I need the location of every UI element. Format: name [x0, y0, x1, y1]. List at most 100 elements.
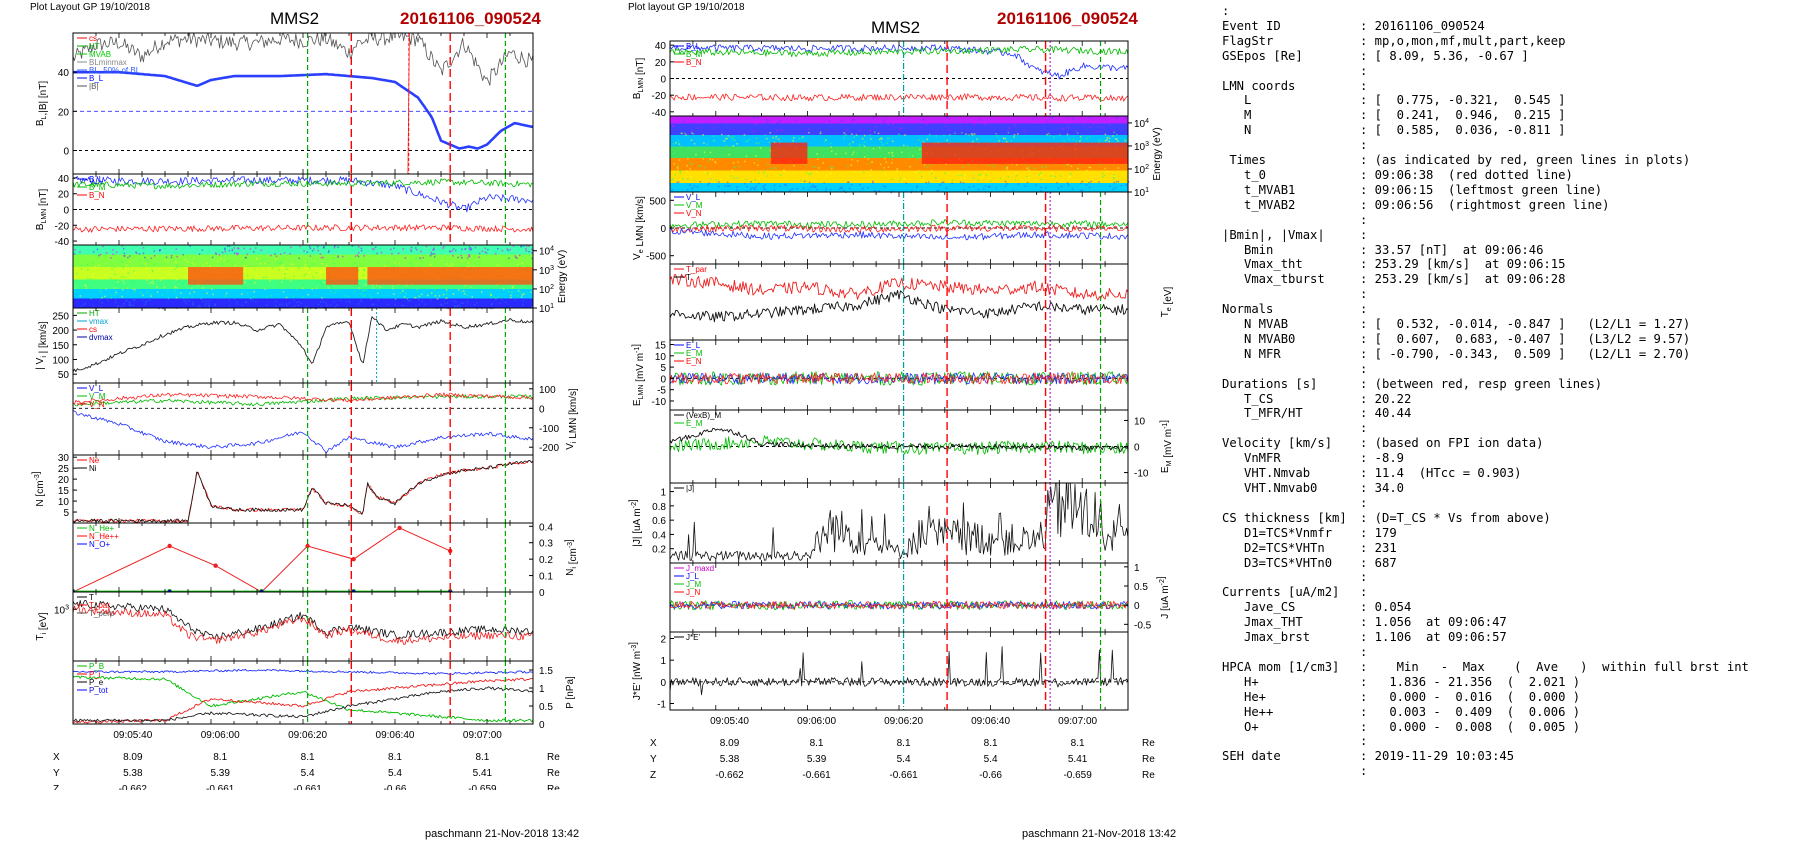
- spectrogram-pixel: [1089, 116, 1091, 119]
- spectrogram-pixel: [711, 158, 714, 161]
- spectrogram-pixel: [1125, 184, 1127, 186]
- spectrogram-pixel: [846, 128, 849, 131]
- spectrogram-pixel: [464, 285, 466, 287]
- spectrogram-pixel: [1112, 188, 1114, 191]
- spectrogram-pixel: [1014, 124, 1016, 127]
- spectrogram-pixel: [766, 116, 768, 119]
- spectrogram-pixel: [120, 275, 123, 278]
- spectrogram-pixel: [127, 279, 130, 281]
- spectrogram-pixel: [864, 156, 866, 158]
- spectrogram-pixel: [270, 254, 272, 257]
- spectrogram-pixel: [1036, 175, 1039, 177]
- spectrogram-pixel: [176, 255, 178, 258]
- spectrogram-pixel: [375, 285, 378, 287]
- spectrogram-pixel: [198, 253, 201, 256]
- spectrogram-pixel: [176, 266, 178, 269]
- spectrogram-pixel: [235, 286, 237, 288]
- spectrogram-pixel: [848, 187, 851, 190]
- spectrogram-pixel: [780, 174, 782, 176]
- spectrogram-pixel: [863, 145, 866, 148]
- y-tick-label: 0: [539, 404, 545, 415]
- y-tick-label: 0.5: [1134, 582, 1148, 593]
- spectrogram-pixel: [1015, 172, 1017, 174]
- spectrogram-pixel: [851, 153, 854, 156]
- spectrogram-pixel: [773, 189, 776, 191]
- spectrogram-pixel: [507, 249, 509, 252]
- spectrogram-pixel: [1050, 175, 1052, 177]
- spectrogram-pixel: [703, 171, 705, 173]
- spectrogram-pixel: [825, 147, 828, 150]
- spectrogram-pixel: [767, 119, 770, 121]
- spectrogram-pixel: [142, 252, 145, 255]
- spectrogram-pixel: [808, 173, 811, 176]
- axis-label: N [cm-3]: [31, 471, 46, 506]
- spectrogram-pixel: [446, 302, 449, 304]
- spectrogram-pixel: [793, 164, 795, 167]
- spectrogram-pixel: [1020, 123, 1023, 125]
- info-value: : 1.836 - 21.356 ( 2.021 ): [1360, 674, 1581, 689]
- spectrogram-pixel: [146, 279, 148, 282]
- spectrogram-pixel: [516, 295, 519, 297]
- spectrogram-pixel: [144, 303, 147, 306]
- spectrogram-pixel: [944, 172, 946, 175]
- legend-label: cs: [89, 325, 97, 334]
- spectrogram-pixel: [132, 304, 134, 307]
- spectrogram-pixel: [971, 134, 974, 136]
- spectrogram-pixel: [1065, 164, 1067, 166]
- spectrogram-pixel: [1116, 133, 1118, 136]
- spectrogram-pixel: [199, 305, 202, 308]
- spectrogram-pixel: [468, 255, 470, 257]
- spectrogram-pixel: [832, 166, 834, 169]
- spectrogram-pixel: [237, 252, 240, 255]
- spectrogram-pixel: [255, 267, 257, 270]
- spectrogram-pixel: [516, 257, 518, 259]
- spectrogram-pixel: [305, 306, 308, 308]
- spectrogram-pixel: [1081, 180, 1084, 183]
- spectrogram-pixel: [926, 123, 929, 126]
- spectrogram-pixel: [1108, 137, 1111, 140]
- spectrogram-pixel: [1086, 137, 1088, 140]
- spectrogram-pixel: [440, 303, 443, 306]
- spectrogram-pixel: [807, 171, 810, 173]
- spectrogram-pixel: [1013, 178, 1016, 180]
- spectrogram-pixel: [756, 159, 759, 161]
- spectrogram-pixel: [404, 287, 407, 290]
- spectrogram-pixel: [110, 297, 113, 299]
- spectrogram-pixel: [902, 126, 905, 129]
- spectrogram-pixel: [80, 264, 83, 267]
- spectrogram-pixel: [241, 304, 244, 306]
- spectrogram-pixel: [802, 187, 805, 189]
- spectrogram-pixel: [684, 132, 686, 135]
- spectrogram-pixel: [696, 186, 699, 188]
- spectrogram-pixel: [738, 165, 741, 168]
- spectrogram-pixel: [303, 274, 305, 277]
- spectrogram-pixel: [938, 122, 941, 125]
- spectrogram-pixel: [317, 249, 319, 252]
- spectrogram-pixel: [133, 269, 135, 272]
- spectrogram-pixel: [183, 297, 185, 299]
- y-tick-label: 0: [539, 720, 545, 731]
- spectrogram-pixel: [484, 247, 486, 250]
- spectrogram-pixel: [702, 125, 704, 128]
- spectrogram-pixel: [141, 265, 144, 267]
- spectrogram-pixel: [415, 296, 418, 299]
- spectrogram-pixel: [931, 169, 933, 172]
- spectrogram-pixel: [433, 247, 435, 249]
- spectrogram-pixel: [315, 287, 318, 289]
- spectrogram-pixel: [128, 301, 131, 304]
- y-tick-label: -500: [646, 252, 666, 263]
- panel-plot-area: [670, 264, 1128, 340]
- spectrogram-pixel: [153, 281, 155, 283]
- axis-label-text: J [uA m-2]: [1156, 576, 1171, 619]
- spectrogram-pixel: [153, 250, 156, 252]
- spectrogram-pixel: [146, 259, 148, 261]
- spectrogram-pixel: [154, 271, 157, 273]
- spectrogram-pixel: [1064, 118, 1067, 120]
- spectrogram-pixel: [337, 255, 339, 257]
- spectrogram-pixel: [843, 132, 845, 134]
- spectrogram-pixel: [189, 292, 191, 295]
- spectrogram-pixel: [733, 177, 735, 179]
- spectrogram-pixel: [858, 143, 861, 145]
- series-line: [73, 675, 533, 723]
